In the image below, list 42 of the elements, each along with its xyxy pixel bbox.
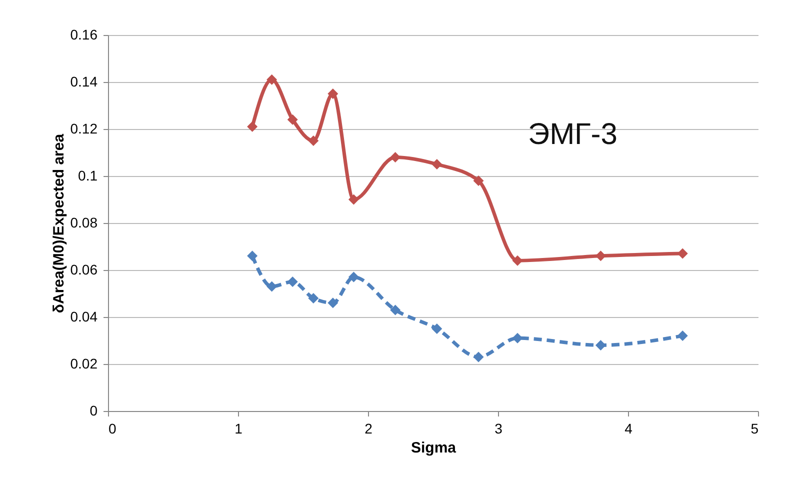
- y-tick-label: 0.1: [78, 168, 98, 184]
- point: [595, 340, 606, 350]
- point: [512, 332, 523, 344]
- point: [390, 304, 401, 316]
- point: [677, 248, 688, 259]
- x-tick-label: 4: [624, 420, 633, 436]
- y-tick-label: 0.06: [70, 262, 98, 278]
- point: [348, 194, 359, 205]
- y-tick-label: 0.02: [70, 356, 98, 372]
- x-tick-label: 1: [234, 420, 243, 436]
- y-tick-label: 0.16: [70, 26, 98, 42]
- point: [595, 250, 606, 262]
- point: [390, 152, 401, 162]
- point: [247, 121, 258, 132]
- point: [266, 74, 278, 85]
- x-tick-label: 2: [364, 420, 373, 436]
- y-tick-label: 0.12: [70, 120, 98, 136]
- point: [328, 298, 338, 308]
- point: [677, 330, 688, 342]
- point: [287, 276, 298, 287]
- y-tick-label: 0: [90, 402, 98, 418]
- y-tick-label: 0.14: [70, 74, 98, 90]
- point: [247, 250, 258, 262]
- y-tick-label: 0.08: [70, 214, 98, 230]
- point: [473, 352, 484, 362]
- point: [432, 159, 442, 170]
- point: [432, 324, 442, 334]
- point: [308, 292, 319, 304]
- x-axis-title: Sigma: [410, 440, 457, 456]
- x-tick-label: 0: [108, 420, 116, 436]
- point: [328, 88, 338, 99]
- point: [266, 281, 278, 292]
- point: [287, 114, 298, 125]
- y-tick-label: 0.04: [70, 308, 98, 324]
- y-axis-title: δArea(M0)/Expected area: [50, 133, 68, 314]
- x-tick-label: 5: [750, 420, 759, 436]
- x-tick-label: 3: [494, 420, 503, 436]
- point: [348, 272, 359, 282]
- point: [308, 136, 319, 146]
- point: [473, 175, 484, 186]
- point: [512, 255, 523, 266]
- annotation: ЭМГ-3: [528, 118, 618, 151]
